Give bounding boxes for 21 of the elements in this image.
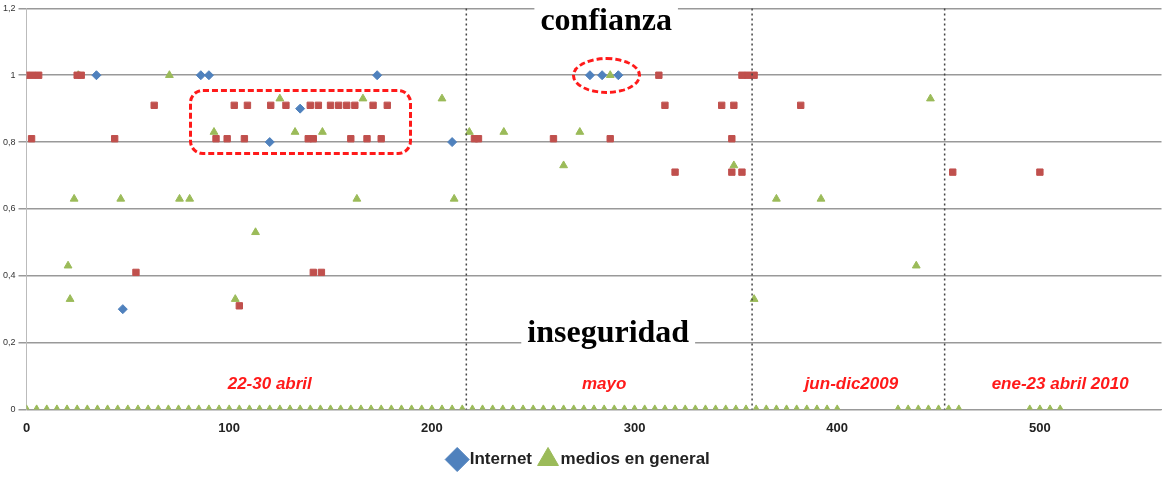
x-tick-label: 200 — [421, 419, 443, 435]
y-tick-label: 0,4 — [3, 270, 16, 281]
legend-label: Internet — [469, 449, 533, 469]
annotation: inseguridad — [527, 313, 690, 350]
y-tick-label: 0 — [10, 403, 16, 414]
y-tick-label: 1,2 — [3, 2, 16, 13]
annotation: 22-30 abril — [226, 374, 314, 394]
x-tick-label: 500 — [1029, 419, 1051, 435]
annotation: ene-23 abril 2010 — [991, 374, 1130, 394]
x-tick-label: 300 — [623, 419, 646, 435]
annotation: confianza — [540, 1, 672, 38]
legend-label: medios en general — [560, 449, 710, 469]
y-tick-label: 1 — [10, 69, 16, 80]
x-tick-label: 400 — [826, 419, 849, 435]
y-tick-label: 0,6 — [3, 203, 16, 214]
annotation: jun-dic2009 — [802, 374, 899, 394]
y-tick-label: 0,2 — [3, 337, 16, 348]
x-tick-label: 0 — [22, 419, 31, 435]
x-tick-label: 100 — [218, 419, 241, 435]
y-tick-label: 0,8 — [3, 136, 16, 147]
annotation: mayo — [581, 374, 627, 394]
